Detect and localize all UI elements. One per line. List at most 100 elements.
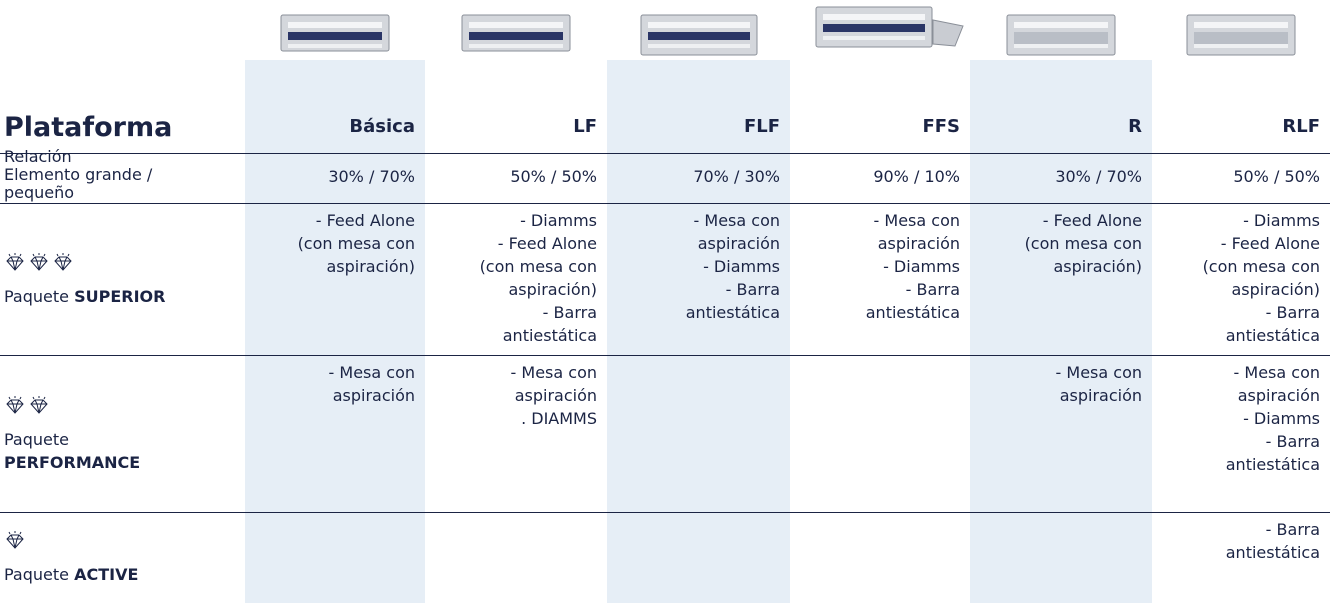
cell-line: . DIAMMS — [521, 409, 597, 428]
cell-line: antiestática — [865, 303, 960, 322]
column-shade — [970, 60, 1152, 603]
column-header: FFS — [922, 116, 960, 137]
label-text: Paquete PERFORMANCE — [4, 428, 239, 474]
cell-line: - Feed Alone — [497, 234, 597, 253]
cell-line: - Mesa con — [510, 363, 597, 382]
row-label: Paquete PERFORMANCE — [4, 357, 239, 512]
cell: - Barra antiestática — [1152, 518, 1330, 564]
cell-line: antiestática — [502, 326, 597, 345]
cell: - Mesa con aspiración - Diamms - Barra antie… — [607, 209, 790, 324]
cell-line: - Mesa con — [693, 211, 780, 230]
label-prefix: Paquete — [4, 286, 69, 306]
cell: 90% / 10% — [790, 165, 970, 188]
rule — [0, 203, 1330, 204]
cell-line: - Diamms — [1243, 409, 1320, 428]
machine-image — [640, 14, 757, 56]
label-bold: ACTIVE — [74, 565, 139, 584]
cell-line: - Barra — [1265, 303, 1320, 322]
column-header: FLF — [743, 116, 780, 137]
icon-row — [4, 252, 239, 277]
diamond-icon — [30, 395, 48, 414]
cell-line: - Barra — [542, 303, 597, 322]
machine-image — [1006, 14, 1116, 56]
cell-line: - Diamms — [703, 257, 780, 276]
cell-line: (con mesa con — [479, 257, 597, 276]
label-text: Paquete ACTIVE — [4, 563, 239, 586]
rule — [0, 153, 1330, 154]
label-line: Relación — [4, 147, 72, 166]
cell-line: 30% / 70% — [328, 167, 415, 186]
cell-line: antiestática — [685, 303, 780, 322]
cell-line: 30% / 70% — [1055, 167, 1142, 186]
column-header: RLF — [1282, 116, 1320, 137]
diamond-icon — [6, 395, 24, 414]
cell: 30% / 70% — [245, 165, 425, 188]
cell-line: aspiración — [514, 386, 597, 405]
cell-line: 70% / 30% — [693, 167, 780, 186]
cell-line: 50% / 50% — [1233, 167, 1320, 186]
cell-line: antiestática — [1225, 455, 1320, 474]
cell: - Feed Alone (con mesa con aspiración) — [245, 209, 425, 278]
diamond-icon — [6, 252, 24, 271]
cell-line: aspiración) — [1053, 257, 1142, 276]
cell: 50% / 50% — [1152, 165, 1330, 188]
cell-line: - Barra — [1265, 520, 1320, 539]
cell-line: antiestática — [1225, 543, 1320, 562]
cell-line: - Diamms — [883, 257, 960, 276]
cell: - Mesa con aspiración - Diamms - Barra antie… — [790, 209, 970, 324]
cell-line: aspiración — [1059, 386, 1142, 405]
column-shade — [245, 60, 425, 603]
label-bold: SUPERIOR — [74, 286, 166, 306]
column-header: LF — [573, 116, 597, 137]
cell-line: - Mesa con — [1233, 363, 1320, 382]
label-prefix: Paquete — [4, 565, 69, 584]
cell: - Mesa con aspiración — [245, 361, 425, 407]
cell-line: aspiración) — [508, 280, 597, 299]
cell-line: - Diamms — [520, 211, 597, 230]
cell: - Mesa con aspiración . DIAMMS — [425, 361, 607, 430]
label-bold: PERFORMANCE — [4, 452, 141, 472]
cell-line: - Barra — [1265, 432, 1320, 451]
cell-line: antiestática — [1225, 326, 1320, 345]
cell: - Feed Alone (con mesa con aspiración) — [970, 209, 1152, 278]
cell-line: - Feed Alone — [1042, 211, 1142, 230]
cell-line: aspiración) — [326, 257, 415, 276]
column-header: R — [1128, 116, 1142, 137]
cell: 70% / 30% — [607, 165, 790, 188]
cell: 30% / 70% — [970, 165, 1152, 188]
cell-line: 90% / 10% — [873, 167, 960, 186]
cell-line: - Mesa con — [328, 363, 415, 382]
cell-line: - Mesa con — [1055, 363, 1142, 382]
cell-line: aspiración — [877, 234, 960, 253]
cell-line: - Feed Alone — [1220, 234, 1320, 253]
machine-image — [1186, 14, 1296, 56]
label-text: Paquete SUPERIOR — [4, 285, 239, 308]
diamond-icon — [6, 531, 24, 549]
cell: - Diamms - Feed Alone (con mesa con aspirac… — [1152, 209, 1330, 347]
row-label: Paquete ACTIVE — [4, 514, 239, 603]
diamond-icon — [30, 252, 48, 271]
cell-line: aspiración — [332, 386, 415, 405]
row-label: Relación Elemento grande / pequeño — [4, 147, 239, 202]
cell: - Mesa con aspiración - Diamms - Barra antie… — [1152, 361, 1330, 476]
table-title: Plataforma — [4, 112, 173, 143]
label-line: Elemento grande / — [4, 165, 153, 184]
column-shade — [607, 60, 790, 603]
row-label: Paquete SUPERIOR — [4, 205, 239, 355]
cell-line: (con mesa con — [1024, 234, 1142, 253]
label-line: pequeño — [4, 183, 75, 202]
cell-line: - Barra — [905, 280, 960, 299]
cell-line: 50% / 50% — [510, 167, 597, 186]
cell-line: - Mesa con — [873, 211, 960, 230]
icon-row — [4, 531, 239, 555]
diamond-icon — [54, 252, 72, 271]
cell-line: (con mesa con — [1202, 257, 1320, 276]
cell-line: (con mesa con — [297, 234, 415, 253]
rule — [0, 355, 1330, 356]
rule — [0, 512, 1330, 513]
label-prefix: Paquete — [4, 429, 69, 449]
cell: - Diamms - Feed Alone (con mesa con aspirac… — [425, 209, 607, 347]
machine-image — [461, 14, 571, 52]
cell-line: aspiración — [697, 234, 780, 253]
